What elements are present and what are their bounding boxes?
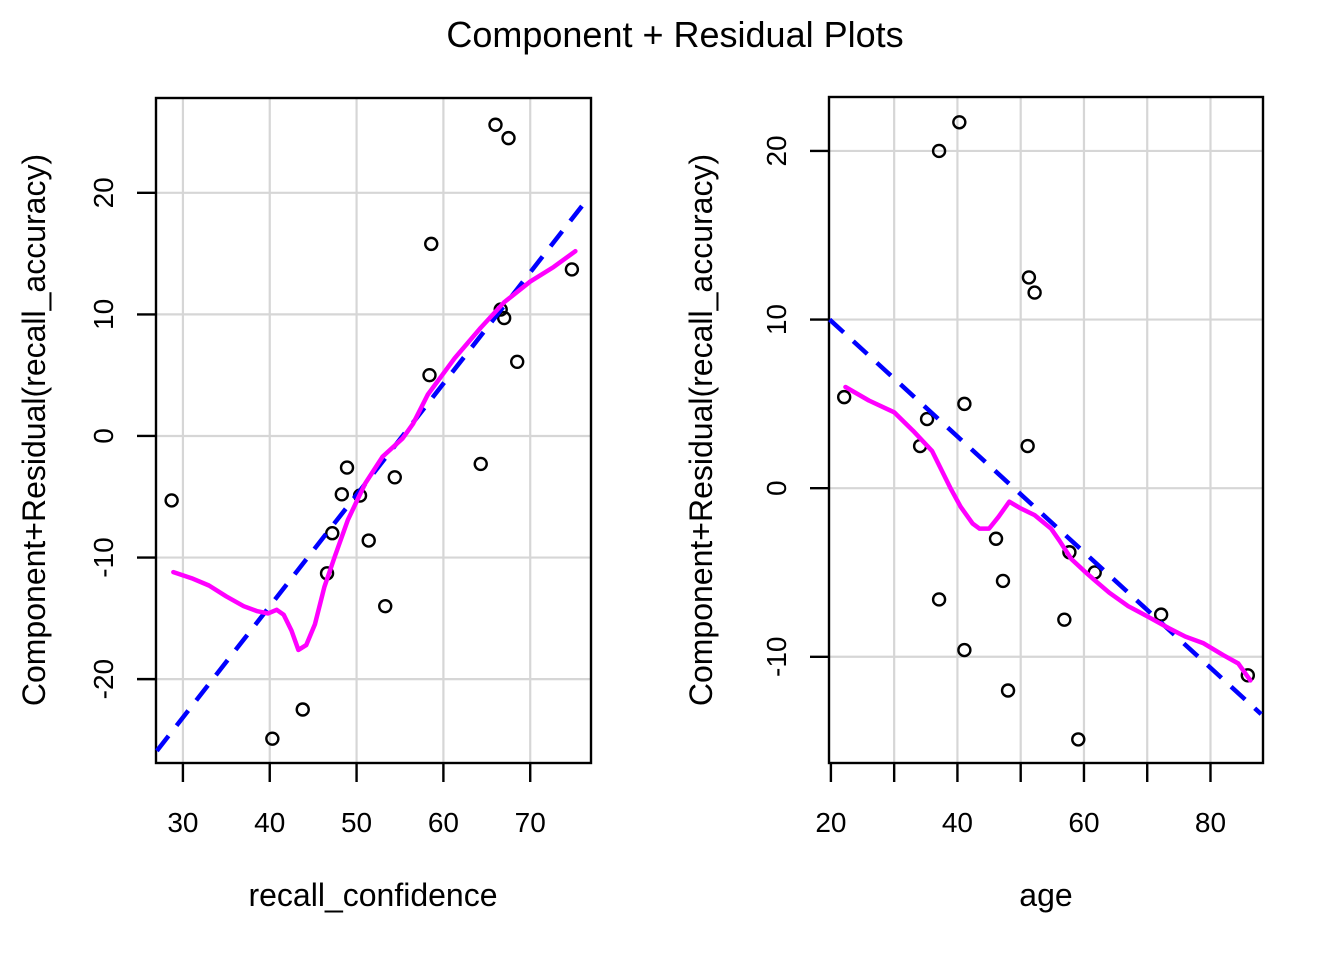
data-point <box>378 598 393 614</box>
data-point <box>509 354 525 370</box>
linear-fit-dashed-line <box>828 317 1263 716</box>
data-point <box>1240 668 1256 683</box>
y-tick-label: -10 <box>761 637 792 677</box>
panel-age: 20 40 60 80 -10 0 10 20 age Component+Residual(… <box>683 95 1265 913</box>
x-tick-label: 20 <box>815 807 846 838</box>
loess-smooth-line <box>843 384 1253 683</box>
data-point <box>957 396 972 412</box>
y-tick-label: -10 <box>88 537 119 577</box>
y-tick-label: 10 <box>88 299 119 330</box>
data-point <box>473 456 488 472</box>
data-point <box>931 592 947 607</box>
data-point <box>988 531 1004 546</box>
data-point <box>1027 285 1042 300</box>
data-point <box>1021 270 1037 285</box>
data-point <box>164 493 179 508</box>
y-tick-label: 0 <box>88 428 119 444</box>
x-tick-label: 50 <box>341 807 372 838</box>
plot-area: 30 40 50 60 70 -20 -10 0 10 20 <box>88 96 593 838</box>
y-tick-label: -20 <box>88 659 119 699</box>
data-point <box>387 470 402 485</box>
plot-area: 20 40 60 80 -10 0 10 20 <box>761 95 1265 838</box>
y-axis-label: Component+Residual(recall_accuracy) <box>683 154 719 706</box>
data-point <box>1057 612 1072 627</box>
data-point <box>564 262 580 277</box>
data-point <box>339 460 355 475</box>
data-point <box>1071 732 1086 747</box>
y-tick-label: 20 <box>761 135 792 166</box>
data-point <box>919 411 935 427</box>
x-tick-label: 40 <box>254 807 285 838</box>
loess-smooth-line <box>171 248 578 653</box>
plot-box <box>154 96 593 765</box>
y-tick-label: 0 <box>761 480 792 496</box>
plot-box <box>827 95 1265 765</box>
data-point <box>995 573 1011 589</box>
data-point <box>952 115 967 130</box>
x-tick-label: 60 <box>1068 807 1099 838</box>
data-point <box>334 487 350 502</box>
data-point <box>295 702 310 717</box>
data-point <box>488 117 503 132</box>
x-tick-label: 70 <box>515 807 546 838</box>
data-point <box>361 533 376 548</box>
x-axis-label: age <box>1019 877 1072 913</box>
y-tick-label: 10 <box>761 304 792 335</box>
data-point <box>931 143 947 159</box>
data-point <box>265 731 280 746</box>
data-point <box>496 310 512 326</box>
data-point <box>957 642 972 658</box>
y-axis-label: Component+Residual(recall_accuracy) <box>16 154 52 706</box>
data-point <box>1153 607 1169 622</box>
data-point <box>325 526 340 541</box>
data-point <box>1000 683 1016 698</box>
data-point <box>836 389 852 405</box>
x-tick-label: 60 <box>428 807 459 838</box>
data-point <box>422 367 437 383</box>
x-tick-label: 80 <box>1195 807 1226 838</box>
data-point <box>1020 438 1035 454</box>
x-tick-label: 40 <box>942 807 973 838</box>
data-point <box>424 236 439 252</box>
data-point <box>501 130 516 146</box>
y-tick-label: 20 <box>88 177 119 208</box>
x-tick-label: 30 <box>167 807 198 838</box>
plot-title: Component + Residual Plots <box>446 14 903 55</box>
x-axis-label: recall_confidence <box>248 877 497 913</box>
